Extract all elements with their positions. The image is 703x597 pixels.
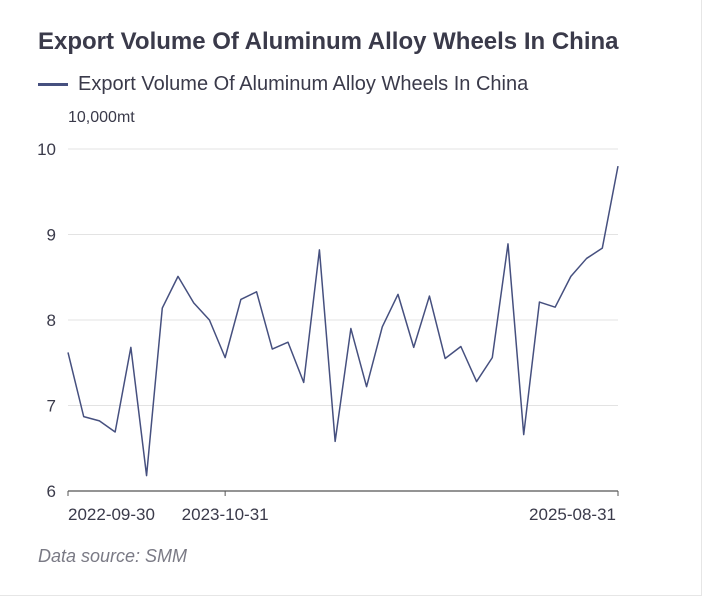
series-line[interactable] — [67, 165, 619, 477]
y-tick-label: 8 — [47, 311, 56, 330]
y-tick-label: 6 — [47, 482, 56, 501]
data-source-note: Data source: SMM — [38, 546, 188, 566]
x-tick-label: 2023-10-31 — [182, 505, 269, 524]
x-tick-labels: 2022-09-30 2023-10-31 2025-08-31 — [67, 491, 619, 524]
y-tick-label: 9 — [47, 226, 56, 245]
grid-lines — [68, 148, 618, 406]
chart-title: Export Volume Of Aluminum Alloy Wheels I… — [38, 28, 619, 55]
x-tick-label: 2025-08-31 — [529, 505, 616, 524]
y-tick-label: 10 — [37, 140, 56, 159]
x-tick-label: 2022-09-30 — [68, 505, 155, 524]
chart-legend[interactable]: Export Volume Of Aluminum Alloy Wheels I… — [38, 73, 528, 96]
legend-series-label: Export Volume Of Aluminum Alloy Wheels I… — [78, 73, 529, 95]
y-tick-labels: 6 7 8 9 10 — [37, 140, 56, 501]
data-points — [67, 166, 619, 476]
legend-line-swatch — [38, 83, 68, 86]
y-axis-unit-label: 10,000mt — [68, 109, 135, 126]
y-tick-label: 7 — [47, 397, 56, 416]
